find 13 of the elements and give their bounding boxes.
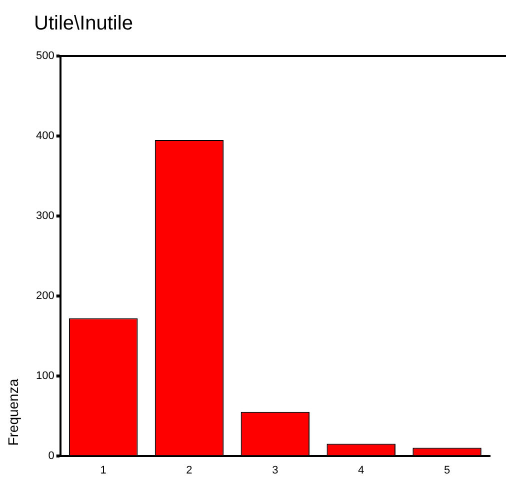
y-tick-label: 100 <box>36 370 54 382</box>
y-tick-label: 200 <box>36 290 54 302</box>
x-tick-label: 4 <box>358 464 364 476</box>
y-tick-label: 0 <box>48 450 54 462</box>
x-tick-label: 5 <box>444 464 450 476</box>
y-tick-label: 300 <box>36 210 54 222</box>
x-tick-label: 1 <box>100 464 106 476</box>
x-tick-label: 2 <box>186 464 192 476</box>
x-tick-label: 3 <box>272 464 278 476</box>
y-tick-label: 400 <box>36 130 54 142</box>
y-axis-title: Frequenza <box>4 378 21 446</box>
y-tick-label: 500 <box>36 50 54 62</box>
chart-title: Utile\Inutile <box>34 12 133 35</box>
